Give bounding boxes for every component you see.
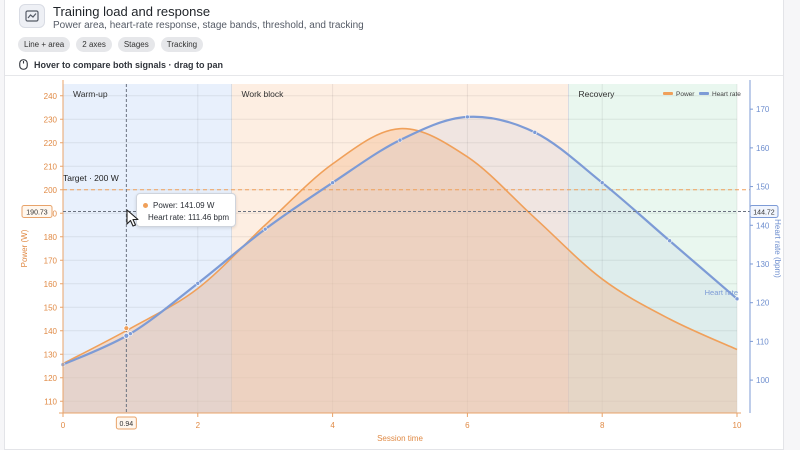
right-tick-label-2: 120 — [756, 299, 770, 308]
heart-rate-point-5 — [397, 137, 403, 143]
crosshair-left-tag — [21, 205, 53, 219]
x-tick-label-5: 10 — [733, 421, 742, 430]
heart-rate-point-6 — [465, 114, 470, 120]
chip-2-axes[interactable]: 2 axes — [76, 37, 112, 52]
left-tick-label-9: 200 — [44, 186, 58, 195]
left-tick-label-1: 120 — [44, 374, 58, 383]
heart-rate-end-label: Heart rate — [705, 288, 738, 297]
legend-heart-label: Heart rate — [712, 91, 741, 98]
stage-label-3: Recovery — [579, 89, 616, 99]
legend-power-swatch — [663, 92, 673, 95]
heart-rate-point-8 — [599, 180, 605, 185]
legend-heart-swatch — [699, 92, 709, 95]
chart-icon-glyph — [25, 10, 39, 22]
stage-label-2: Work block — [242, 89, 285, 99]
right-tick-label-0: 100 — [756, 376, 770, 385]
interaction-hint: Hover to compare both signals · drag to … — [19, 59, 223, 70]
header-divider — [5, 75, 783, 76]
legend-power-label: Power — [676, 91, 695, 98]
heart-rate-point-4 — [330, 180, 335, 185]
x-tick-label-1: 2 — [196, 421, 201, 430]
chip-line-area[interactable]: Line + area — [18, 37, 71, 52]
heart-rate-point-10 — [734, 296, 740, 302]
x-tick-label-4: 8 — [600, 421, 605, 430]
threshold-label: Target · 200 W — [63, 173, 119, 183]
tooltip-heart-value: Heart rate: 111.46 bpm — [148, 212, 230, 222]
left-tick-label-10: 210 — [44, 162, 58, 171]
left-tick-label-0: 110 — [44, 397, 57, 406]
crosshair-x-tag — [115, 416, 137, 430]
heart-rate-point-7 — [532, 130, 538, 135]
chip-stages[interactable]: Stages — [117, 37, 155, 52]
heart-rate-point-1 — [128, 331, 133, 336]
left-tick-label-13: 240 — [44, 92, 58, 101]
heart-rate-point-3 — [262, 226, 268, 232]
chip-row: Line + area 2 axes Stages Tracking — [18, 37, 204, 52]
hover-power-marker — [123, 325, 130, 332]
heart-rate-area — [63, 116, 737, 413]
right-tick-label-1: 110 — [756, 337, 769, 346]
tooltip-power-row: Power: 141.09 W — [143, 199, 229, 211]
right-axis-title: Heart rate (bpm) — [773, 219, 782, 278]
x-tick-label-3: 6 — [465, 421, 470, 430]
pointer-cursor-icon — [126, 209, 139, 227]
x-axis-title: Session time — [377, 434, 423, 443]
tooltip-power-value: Power: 141.09 W — [153, 200, 215, 210]
page-title: Training load and response — [53, 4, 211, 19]
right-tick-label-3: 130 — [756, 260, 770, 269]
crosshair-right-tag — [749, 205, 779, 219]
stage-label-1: Warm-up — [73, 89, 108, 99]
crosshair-left-value: 190.73 — [26, 210, 48, 217]
chip-tracking[interactable]: Tracking — [160, 37, 204, 52]
mouse-icon — [19, 59, 28, 70]
hint-text: Hover to compare both signals · drag to … — [34, 59, 224, 70]
crosshair-right-value: 144.72 — [753, 210, 775, 217]
right-tick-label-5: 150 — [756, 183, 770, 192]
left-tick-label-2: 130 — [44, 350, 58, 359]
power-line — [62, 127, 738, 365]
hover-heart-marker — [123, 332, 130, 339]
x-tick-label-2: 4 — [330, 421, 335, 430]
left-tick-label-3: 140 — [44, 327, 58, 336]
crosshair-x-value: 0.94 — [120, 421, 134, 428]
left-tick-label-7: 180 — [44, 233, 58, 242]
hover-tooltip: Power: 141.09 W Heart rate: 111.46 bpm — [136, 193, 236, 227]
power-area — [63, 128, 737, 413]
left-axis-title: Power (W) — [20, 229, 29, 267]
left-tick-label-12: 230 — [44, 115, 58, 124]
left-tick-label-6: 170 — [44, 256, 58, 265]
page-subtitle: Power area, heart-rate response, stage b… — [53, 20, 364, 31]
heart-rate-point-9 — [667, 238, 672, 244]
heart-rate-point-2 — [195, 281, 201, 286]
left-tick-label-11: 220 — [44, 139, 58, 148]
right-tick-label-7: 170 — [756, 105, 770, 114]
left-tick-label-5: 160 — [44, 280, 58, 289]
chart-icon — [19, 4, 45, 28]
left-tick-label-4: 150 — [44, 303, 58, 312]
right-tick-label-4: 140 — [756, 221, 770, 230]
right-tick-label-6: 160 — [756, 144, 770, 153]
power-dot-icon — [143, 202, 148, 208]
x-tick-label-0: 0 — [61, 421, 66, 430]
tooltip-heart-row: Heart rate: 111.46 bpm — [143, 211, 229, 223]
